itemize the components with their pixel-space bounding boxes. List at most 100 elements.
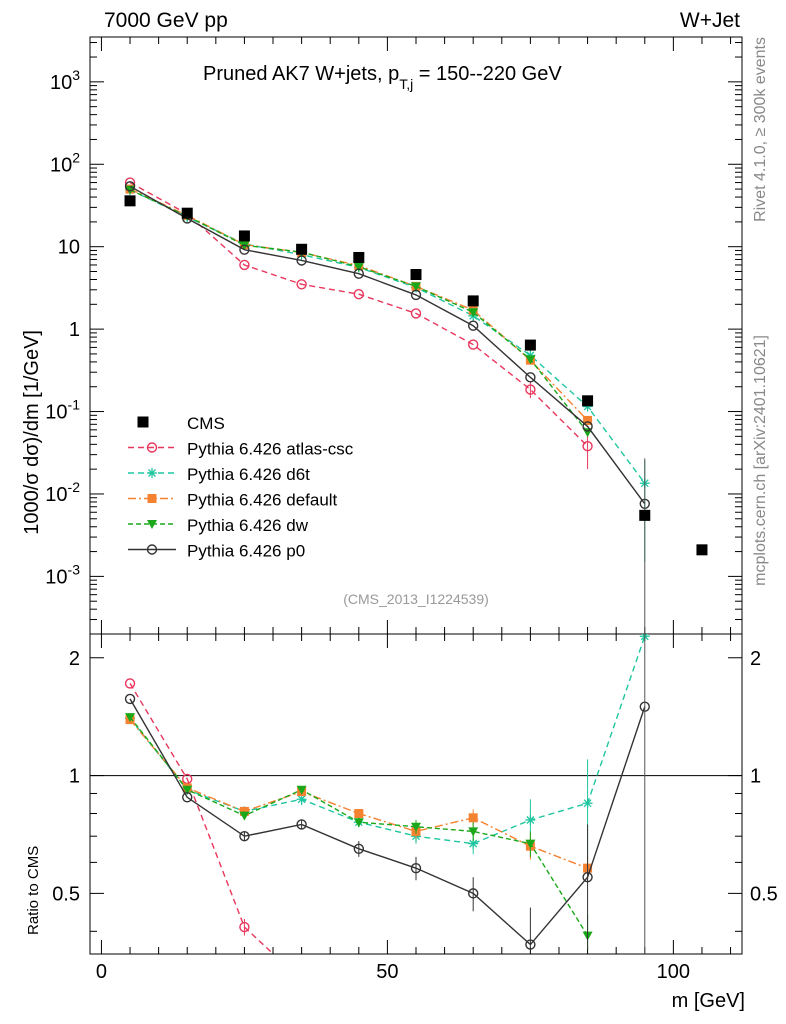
ratio-point — [353, 818, 364, 828]
cms-point — [353, 251, 365, 263]
series-line — [129, 181, 589, 447]
series-point — [296, 279, 307, 290]
series-point — [582, 421, 593, 432]
ratio-point — [239, 811, 250, 821]
ratio-line — [129, 698, 646, 946]
ratio-point — [297, 976, 306, 985]
ratio-point — [124, 693, 136, 705]
cms-point — [238, 230, 250, 242]
ratio-point — [525, 939, 536, 950]
ratio-point — [124, 678, 136, 689]
cms-point — [181, 207, 193, 219]
series-point — [296, 255, 307, 266]
legend-marker — [147, 520, 157, 529]
series-point — [410, 289, 422, 301]
ratio-point — [468, 827, 479, 837]
ratio-point — [410, 862, 422, 874]
legend-marker — [147, 468, 157, 478]
ratio-point — [468, 813, 478, 823]
series-point — [411, 282, 421, 292]
ratio-point — [296, 794, 307, 805]
x-tick-label: 0 — [96, 961, 107, 983]
legend-marker-cms — [137, 416, 149, 428]
ratio-point — [354, 808, 364, 818]
ratio-point — [468, 838, 479, 849]
ratio-point — [182, 785, 193, 795]
y-axis-label-top: 1000/σ dσ)/dm [1/GeV] — [21, 330, 43, 535]
x-axis-label: m [GeV] — [672, 990, 745, 1012]
y-axis-label-bottom: Ratio to CMS — [25, 846, 42, 935]
y-tick-label: 103 — [50, 67, 80, 94]
ratio-line — [129, 683, 275, 954]
series-point — [124, 181, 136, 192]
ratio-point — [239, 830, 250, 842]
cms-point — [696, 544, 708, 556]
ratio-point — [296, 819, 307, 830]
header-right: W+Jet — [680, 9, 740, 32]
series-point — [239, 259, 250, 271]
analysis-label: (CMS_2013_I1224539) — [343, 591, 489, 607]
ratio-point — [525, 814, 536, 825]
legend-marker — [146, 442, 158, 453]
top-series-group — [124, 177, 650, 634]
cms-point — [124, 195, 136, 207]
x-tick-label: 100 — [657, 961, 690, 983]
series-point — [353, 289, 365, 300]
mcplots-label: mcplots.cern.ch [arXiv:2401.10621] — [752, 335, 769, 586]
series-point — [353, 262, 364, 272]
ratio-point — [467, 888, 479, 899]
legend-label-cms: CMS — [187, 414, 225, 433]
legend-marker — [147, 494, 157, 503]
series-point — [353, 268, 365, 279]
ratio-series-group — [124, 634, 650, 985]
ratio-point — [411, 822, 421, 832]
ratio-point — [582, 871, 593, 883]
ratio-tick-label-right: 2 — [750, 648, 761, 670]
ratio-tick-label-left: 1 — [69, 766, 80, 788]
x-tick-label: 50 — [376, 961, 398, 983]
legend-label: Pythia 6.426 default — [187, 491, 338, 510]
legend-label: Pythia 6.426 atlas-csc — [187, 440, 354, 459]
cms-point — [639, 509, 651, 521]
cms-point — [410, 268, 422, 280]
chart-title: Pruned AK7 W+jets, pT,j = 150--220 GeV — [203, 63, 562, 92]
series-point — [582, 440, 593, 452]
ratio-tick-label-left: 0.5 — [52, 883, 80, 905]
ratio-point — [582, 798, 593, 809]
series-point — [410, 308, 422, 319]
ratio-point — [125, 713, 136, 723]
cms-point — [524, 339, 536, 351]
series-point — [583, 415, 593, 425]
series-line — [129, 189, 589, 433]
y-tick-label: 102 — [50, 149, 80, 176]
series-line — [129, 189, 646, 484]
legend-label: Pythia 6.426 dw — [187, 516, 309, 535]
y-tick-label: 10-2 — [45, 479, 80, 506]
series-point — [525, 372, 536, 383]
legend-label: Pythia 6.426 d6t — [187, 465, 310, 484]
series-point — [467, 339, 479, 350]
y-tick-label: 10 — [58, 237, 80, 259]
cms-point — [582, 395, 594, 407]
ratio-point — [182, 792, 193, 803]
cms-point — [467, 295, 479, 307]
y-tick-label: 10-1 — [45, 397, 80, 424]
legend-label: Pythia 6.426 p0 — [187, 542, 305, 561]
y-tick-label: 10-3 — [45, 561, 80, 588]
cms-point — [296, 243, 308, 255]
rivet-label: Rivet 4.1.0, ≥ 300k events — [752, 37, 769, 222]
ratio-point — [353, 843, 365, 854]
ratio-point — [296, 785, 307, 795]
ratio-tick-label-left: 2 — [69, 648, 80, 670]
ratio-tick-label-right: 0.5 — [750, 883, 778, 905]
legend-marker — [146, 544, 158, 555]
series-point — [239, 244, 250, 255]
series-point — [468, 308, 479, 318]
series-point — [525, 384, 536, 395]
header-left: 7000 GeV pp — [104, 9, 228, 32]
ratio-tick-label-right: 1 — [750, 766, 761, 788]
series-point — [467, 320, 479, 331]
ratio-line — [129, 636, 646, 845]
ratio-point — [525, 839, 536, 849]
